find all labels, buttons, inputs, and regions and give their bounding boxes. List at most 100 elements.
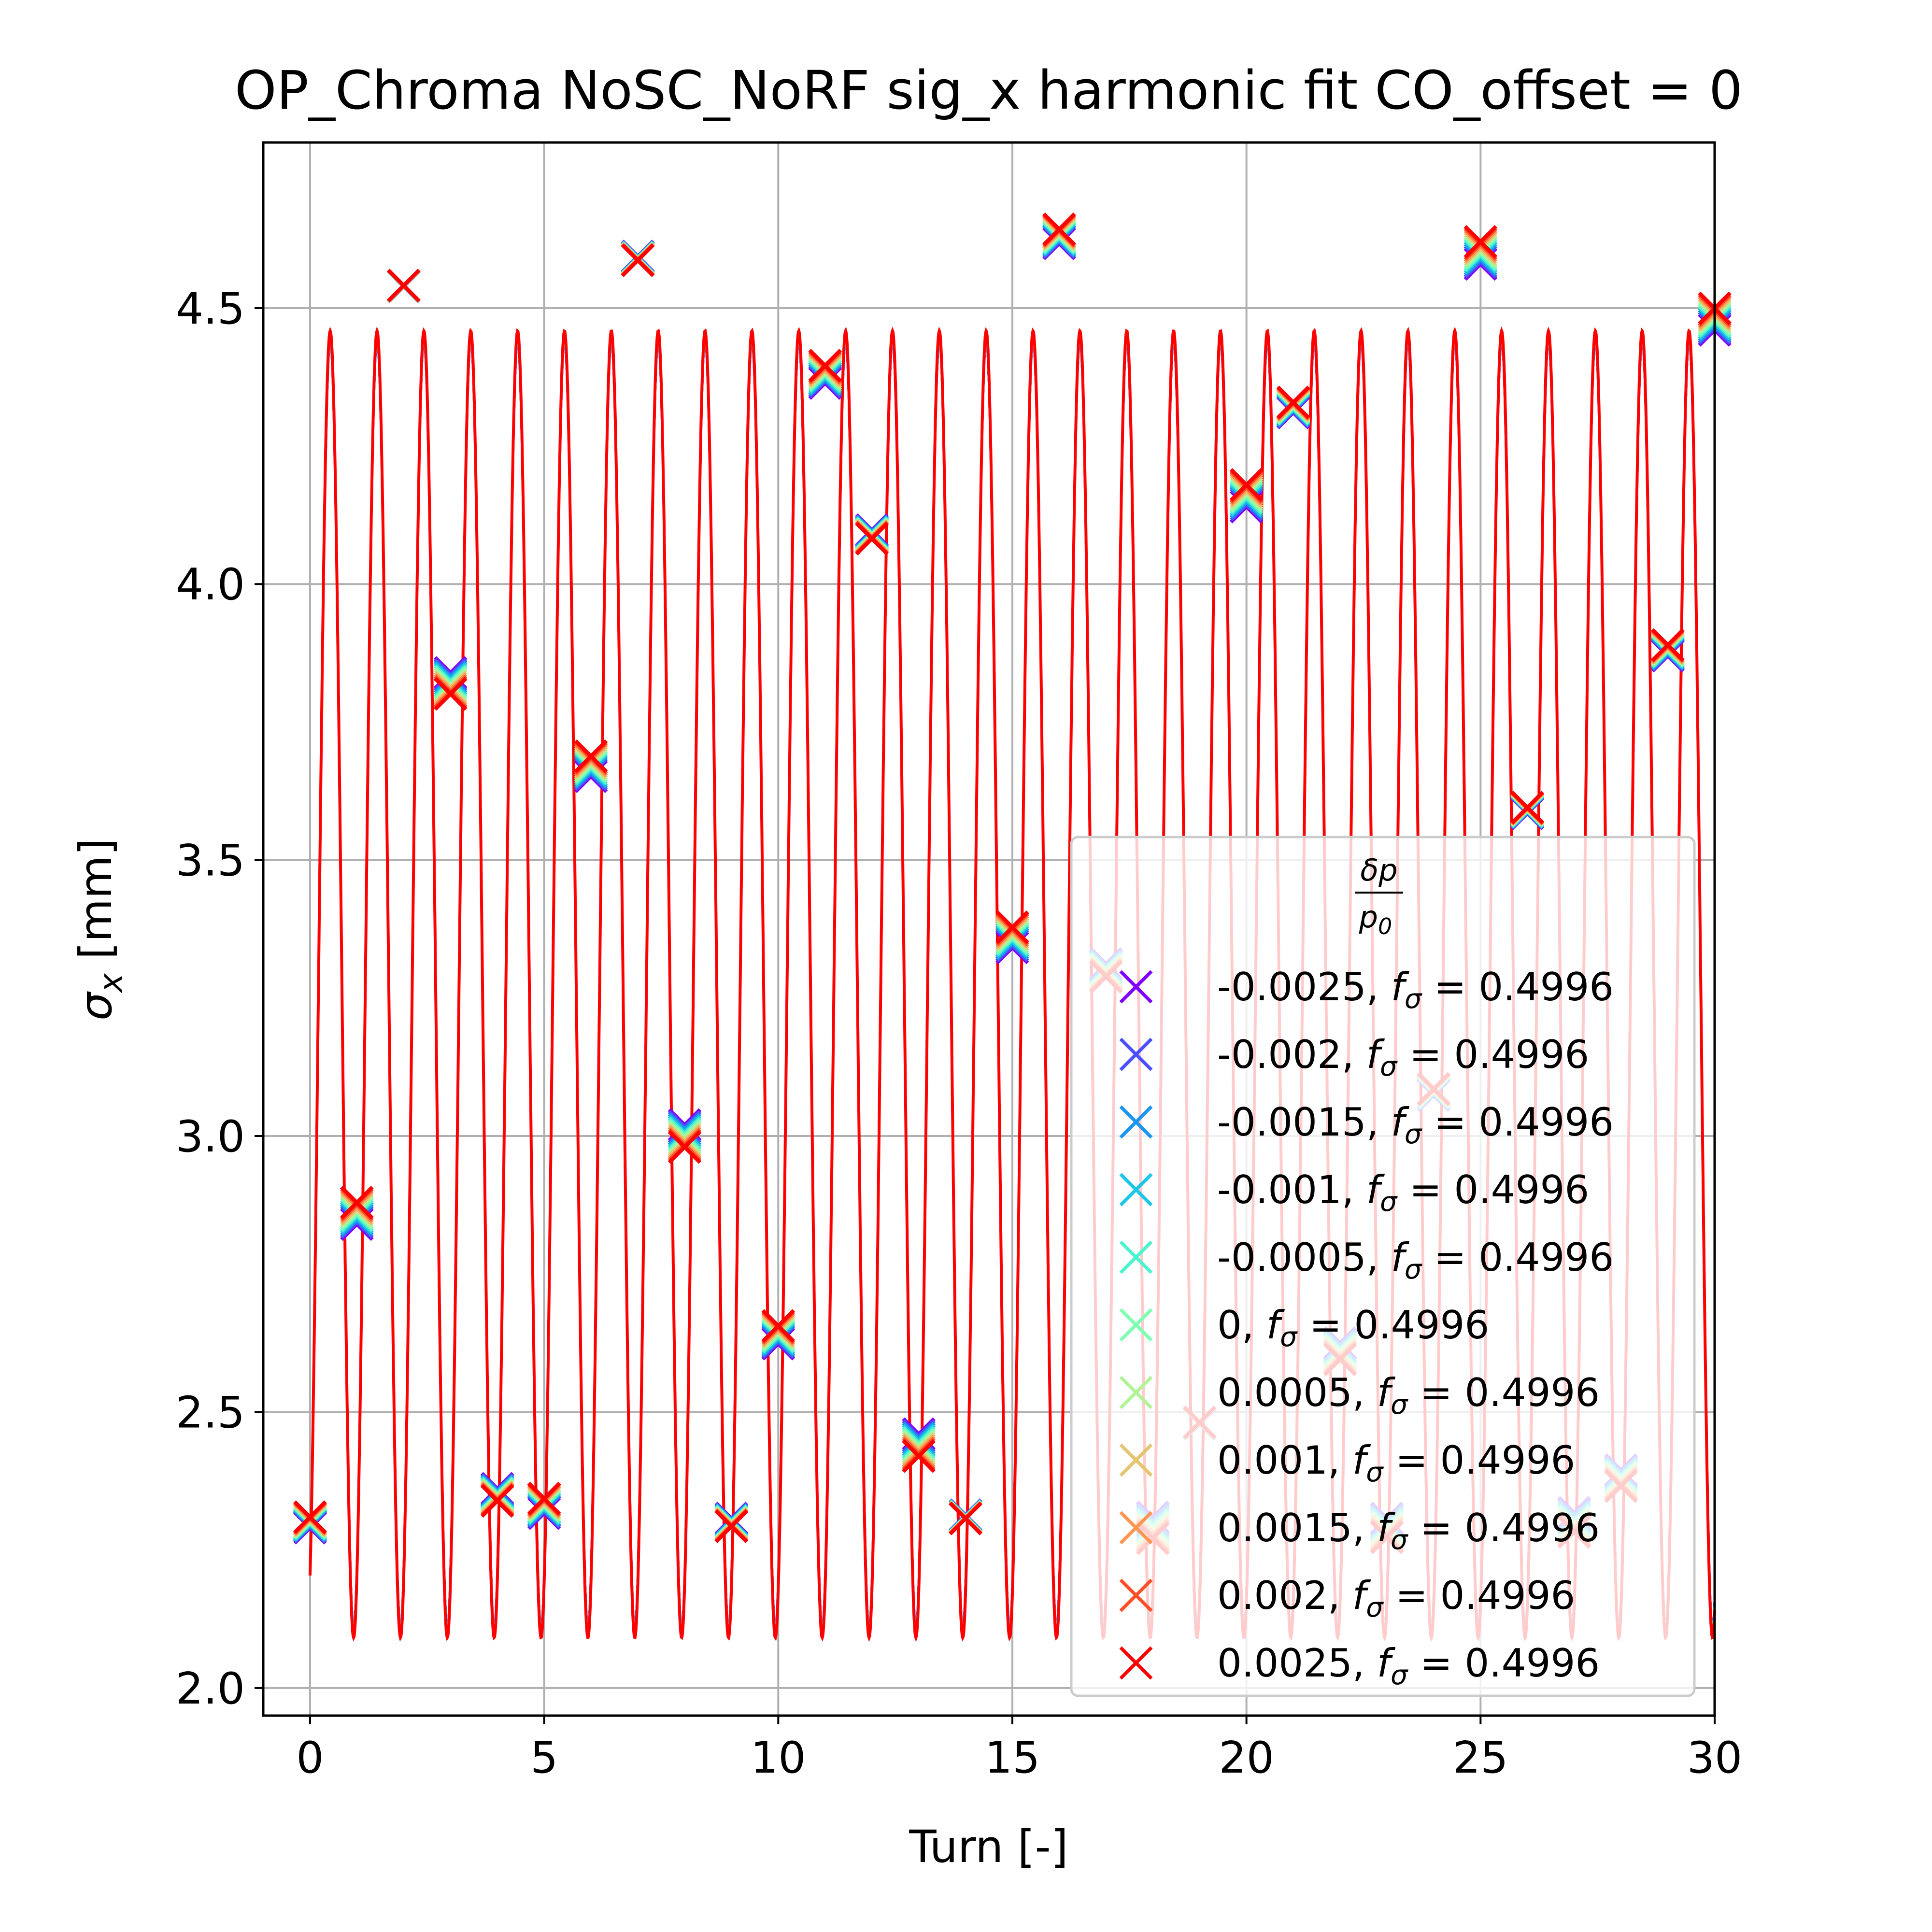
- legend-entry: 0, fσ = 0.4996: [1119, 1303, 1489, 1353]
- marker-stroke: [340, 1185, 374, 1220]
- legend-label: 0.0025, fσ = 0.4996: [1217, 1641, 1600, 1691]
- data-point: [761, 1309, 796, 1343]
- legend-title-denominator: p0: [1359, 899, 1392, 939]
- legend-entry: 0.001, fσ = 0.4996: [1119, 1438, 1575, 1488]
- marker-stroke: [1510, 791, 1545, 824]
- legend-label: 0, fσ = 0.4996: [1217, 1303, 1489, 1353]
- x-tick-label: 30: [1687, 1733, 1743, 1783]
- data-point: [574, 739, 608, 773]
- legend-label: 0.001, fσ = 0.4996: [1217, 1438, 1575, 1488]
- legend-f-subscript: σ: [1366, 1592, 1384, 1623]
- marker-stroke: [995, 910, 1029, 944]
- data-point: [621, 243, 655, 277]
- legend-f-value: = 0.4996: [1421, 1100, 1614, 1145]
- marker-stroke: [1651, 628, 1685, 662]
- data-point: [668, 1130, 702, 1164]
- legend-label: -0.002, fσ = 0.4996: [1217, 1032, 1589, 1082]
- data-point: [386, 269, 421, 303]
- data-point: [527, 1481, 561, 1516]
- legend-title-numerator: δp: [1360, 852, 1397, 888]
- x-tick-label: 0: [296, 1733, 324, 1783]
- data-point: [949, 1502, 982, 1535]
- marker-stroke: [761, 1309, 796, 1343]
- marker-stroke: [293, 1500, 327, 1534]
- x-axis-label: Turn [-]: [909, 1821, 1068, 1873]
- legend-f-subscript: σ: [1405, 983, 1422, 1015]
- legend-entry: -0.0015, fσ = 0.4996: [1119, 1100, 1614, 1150]
- legend-entry: 0.0025, fσ = 0.4996: [1119, 1641, 1600, 1691]
- marker-stroke: [574, 739, 608, 773]
- marker-stroke: [527, 1481, 561, 1516]
- y-axis-label: σx [mm]: [70, 838, 129, 1021]
- legend-f-subscript: σ: [1391, 1660, 1408, 1691]
- marker-stroke: [1229, 468, 1264, 502]
- data-point: [480, 1484, 514, 1518]
- marker-stroke: [855, 522, 889, 555]
- legend-title-denominator-main: p: [1359, 899, 1378, 935]
- marker-stroke: [714, 1509, 749, 1544]
- legend-entries: -0.0025, fσ = 0.4996 -0.002, fσ = 0.4996 -…: [1119, 965, 1614, 1691]
- marker-stroke: [1463, 225, 1498, 259]
- legend-box: [1070, 836, 1696, 1697]
- marker-stroke: [808, 349, 842, 383]
- data-point: [855, 522, 889, 555]
- marker-stroke: [668, 1130, 702, 1164]
- legend-label: -0.0005, fσ = 0.4996: [1217, 1235, 1614, 1285]
- legend-marker: [1119, 970, 1153, 1004]
- legend-series-value: 0,: [1217, 1303, 1266, 1348]
- data-point: [340, 1185, 374, 1220]
- legend-marker: [1119, 1443, 1153, 1477]
- legend-entry: 0.0015, fσ = 0.4996: [1119, 1506, 1600, 1556]
- legend-f-value: = 0.4996: [1407, 1506, 1600, 1550]
- legend-entry: 0.0005, fσ = 0.4996: [1119, 1370, 1600, 1421]
- marker-stroke: [621, 243, 655, 277]
- legend-f-subscript: σ: [1391, 1389, 1408, 1421]
- legend: δp p0 -0.0025, fσ = 0.4996 -0.002, fσ = 0…: [1070, 836, 1696, 1697]
- legend-series-value: -0.0005,: [1217, 1235, 1391, 1280]
- legend-marker: [1119, 1037, 1153, 1071]
- legend-entry: -0.001, fσ = 0.4996: [1119, 1167, 1589, 1218]
- y-axis-label-symbol: σ: [70, 991, 122, 1021]
- legend-series-value: 0.0005,: [1217, 1370, 1377, 1415]
- data-point: [1276, 385, 1310, 419]
- marker-stroke: [949, 1502, 982, 1535]
- legend-series-value: 0.002,: [1217, 1573, 1352, 1618]
- marker-stroke: [1276, 385, 1310, 419]
- legend-marker: [1119, 1240, 1153, 1274]
- legend-entry: 0.002, fσ = 0.4996: [1119, 1573, 1575, 1623]
- y-tick-label: 2.0: [176, 1663, 245, 1714]
- legend-marker: [1119, 1105, 1153, 1139]
- y-tick-label: 2.5: [176, 1387, 245, 1438]
- legend-series-value: -0.0025,: [1217, 965, 1391, 1009]
- legend-title-denominator-subscript: 0: [1378, 913, 1392, 939]
- y-tick-label: 4.5: [176, 284, 245, 334]
- chart-title: OP_Chroma NoSC_NoRF sig_x harmonic fit C…: [235, 59, 1743, 121]
- legend-f-value: = 0.4996: [1383, 1573, 1576, 1618]
- marker-stroke: [386, 269, 421, 303]
- data-point: [1463, 225, 1498, 259]
- legend-series-value: -0.0015,: [1217, 1100, 1391, 1145]
- data-point: [433, 677, 468, 711]
- legend-label: 0.002, fσ = 0.4996: [1217, 1573, 1575, 1623]
- y-tick-label: 3.0: [176, 1111, 245, 1162]
- legend-f-value: = 0.4996: [1297, 1303, 1489, 1348]
- data-point: [1651, 628, 1685, 662]
- legend-f-subscript: σ: [1405, 1254, 1422, 1285]
- legend-entry: -0.0025, fσ = 0.4996: [1119, 965, 1614, 1015]
- x-tick-label: 15: [985, 1733, 1040, 1783]
- legend-marker: [1119, 1376, 1153, 1409]
- legend-f-value: = 0.4996: [1421, 965, 1614, 1009]
- legend-f-subscript: σ: [1380, 1051, 1398, 1082]
- data-point: [995, 910, 1029, 944]
- legend-f-value: = 0.4996: [1383, 1438, 1576, 1483]
- data-point: [902, 1439, 936, 1473]
- legend-marker: [1119, 1511, 1153, 1545]
- legend-label: -0.0015, fσ = 0.4996: [1217, 1100, 1614, 1150]
- legend-marker: [1119, 1173, 1153, 1207]
- plot-frame: [262, 141, 1716, 1717]
- marker-stroke: [480, 1484, 514, 1518]
- y-axis-label-subscript: x: [92, 973, 129, 994]
- x-tick-label: 10: [751, 1733, 806, 1783]
- data-point: [1229, 468, 1264, 502]
